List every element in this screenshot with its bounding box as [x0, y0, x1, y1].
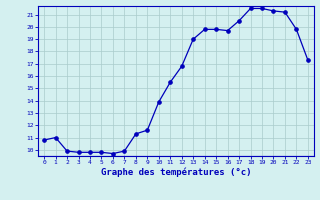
- X-axis label: Graphe des températures (°c): Graphe des températures (°c): [101, 168, 251, 177]
